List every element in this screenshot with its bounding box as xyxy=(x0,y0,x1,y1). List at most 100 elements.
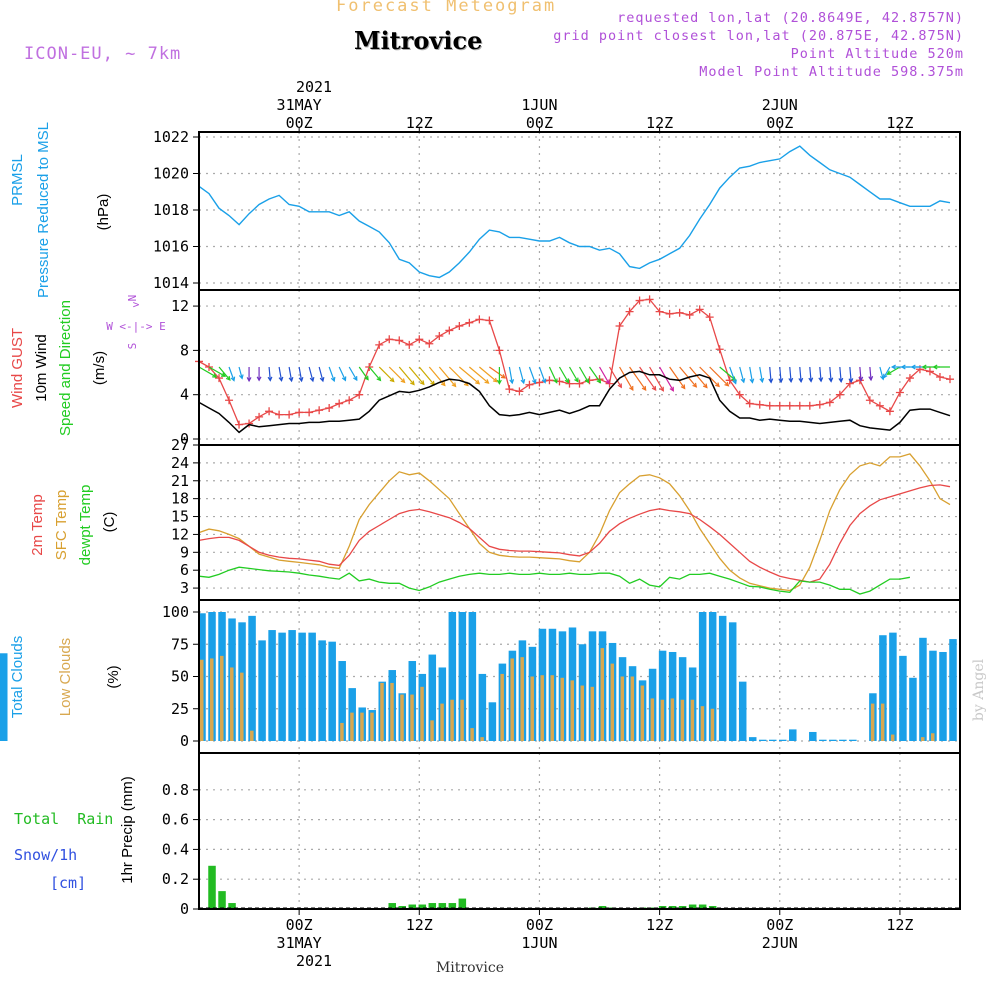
wind-arrow-head xyxy=(267,376,273,382)
compass-up-arrow: > xyxy=(133,298,140,311)
wind-arrow-head xyxy=(376,376,382,382)
gust-marker xyxy=(515,387,524,396)
total-cloud-bar xyxy=(278,632,286,741)
wind-direction-arrow xyxy=(338,366,346,381)
wind-direction-arrow xyxy=(887,366,901,375)
wind-direction-arrow xyxy=(589,366,601,383)
wind-gust-label: Wind GUST xyxy=(9,328,26,408)
low-cloud-bar xyxy=(620,676,625,741)
wind-direction-arrow xyxy=(879,366,884,380)
gust-marker xyxy=(655,307,664,316)
low-cloud-bar xyxy=(660,699,665,741)
low-cloud-bar xyxy=(670,698,675,741)
wind-arrow-head xyxy=(788,377,794,383)
low-cloud-bar xyxy=(700,706,705,741)
wind-arrow-head xyxy=(220,372,227,377)
gust-marker xyxy=(565,379,574,388)
low-cloud-bar xyxy=(230,667,234,741)
low-cloud-bar xyxy=(480,737,484,741)
y-tick-label: 1018 xyxy=(153,201,189,219)
y-tick-label: 12 xyxy=(171,297,189,315)
wind-arrow-head xyxy=(574,377,579,383)
y-tick-label: 4 xyxy=(180,386,189,404)
x-date-label-top: 1JUN xyxy=(521,96,557,114)
wind-direction-arrow xyxy=(719,366,736,381)
wind-arrow-head xyxy=(641,385,647,391)
gust-marker xyxy=(415,335,424,344)
total-cloud-bar xyxy=(258,640,266,741)
gust-marker xyxy=(495,346,504,355)
wind-arrow-head xyxy=(890,364,896,370)
wind-direction-arrow xyxy=(659,366,674,392)
gust-marker xyxy=(865,396,874,405)
gust-marker xyxy=(695,305,704,314)
low-cloud-bar xyxy=(250,730,254,741)
wind-direction-arrow xyxy=(759,366,763,382)
total-cloud-bar xyxy=(839,739,847,741)
low-cloud-bar xyxy=(550,675,554,741)
gust-marker xyxy=(945,375,954,384)
total-cloud-bar xyxy=(698,612,707,741)
precip-cm-label: [cm] xyxy=(50,874,86,892)
gust-marker xyxy=(325,403,334,412)
wind-arrow-head xyxy=(858,376,864,382)
wind-arrow-head xyxy=(440,381,446,387)
gust-marker xyxy=(545,376,554,385)
wind-direction-arrow xyxy=(418,366,435,386)
y-tick-label: 15 xyxy=(171,508,189,526)
gust-marker xyxy=(255,412,264,421)
x-tick-label-bottom: 12Z xyxy=(406,916,433,934)
series-line-2m-temp xyxy=(198,484,951,583)
gust-marker xyxy=(815,400,824,409)
wind-direction-arrow xyxy=(689,366,708,388)
wind-arrow-head xyxy=(520,379,526,385)
low-cloud-bar xyxy=(360,712,364,741)
wind-direction-arrow xyxy=(328,366,335,382)
gust-marker xyxy=(205,363,214,371)
rain-bar xyxy=(218,891,226,909)
wind-arrow-head xyxy=(828,377,834,383)
gust-marker xyxy=(725,376,734,385)
low-cloud-bar xyxy=(200,659,204,741)
gust-marker xyxy=(485,316,494,325)
wind-arrow-head xyxy=(680,384,686,390)
x-date-label-top: 31MAY xyxy=(277,96,322,114)
rain-bar xyxy=(448,903,457,909)
y-tick-label: 1022 xyxy=(153,128,189,146)
series-line-prmsl xyxy=(198,145,951,279)
precip-rain-label: Total Rain xyxy=(14,810,113,828)
total-cloud-bar xyxy=(268,630,276,741)
gust-marker xyxy=(375,340,384,349)
wind-direction-arrow xyxy=(649,366,664,392)
low-cloud-bar xyxy=(410,694,414,741)
total-cloud-bar xyxy=(758,739,767,741)
y-tick-label: 0 xyxy=(180,430,189,448)
y-tick-label: 75 xyxy=(171,635,189,653)
watermark: by Angel xyxy=(971,658,987,721)
wind-direction-arrow xyxy=(859,366,862,381)
x-date-label-bottom: 1JUN xyxy=(521,934,557,952)
gust-marker xyxy=(615,322,624,331)
wind-arrow-head xyxy=(910,364,916,370)
wind-direction-arrow xyxy=(819,366,822,382)
wind-arrow-head xyxy=(531,379,537,385)
wind-arrow-head xyxy=(584,378,590,384)
wind-arrow-head xyxy=(629,385,634,392)
x-tick-label-top: 12Z xyxy=(646,114,673,132)
wind-direction-arrow xyxy=(198,366,217,378)
low-cloud-bar xyxy=(440,703,444,741)
total-cloud-bar xyxy=(448,612,457,741)
wind-arrow-head xyxy=(778,378,784,384)
gust-marker xyxy=(335,399,344,408)
series-line-gust xyxy=(198,298,951,426)
gust-marker xyxy=(345,396,354,405)
frame-layer xyxy=(198,131,961,910)
rain-bar xyxy=(408,904,417,909)
wind-direction-arrow xyxy=(739,366,745,383)
wind-arrow-head xyxy=(838,377,844,383)
gridpoint-coords: grid point closest lon,lat (20.875E, 42.… xyxy=(553,28,964,44)
rain-bar xyxy=(208,865,216,909)
y-tick-label: 25 xyxy=(171,700,189,718)
total-cloud-bar xyxy=(0,716,8,741)
total-cloud-bar xyxy=(328,641,336,741)
